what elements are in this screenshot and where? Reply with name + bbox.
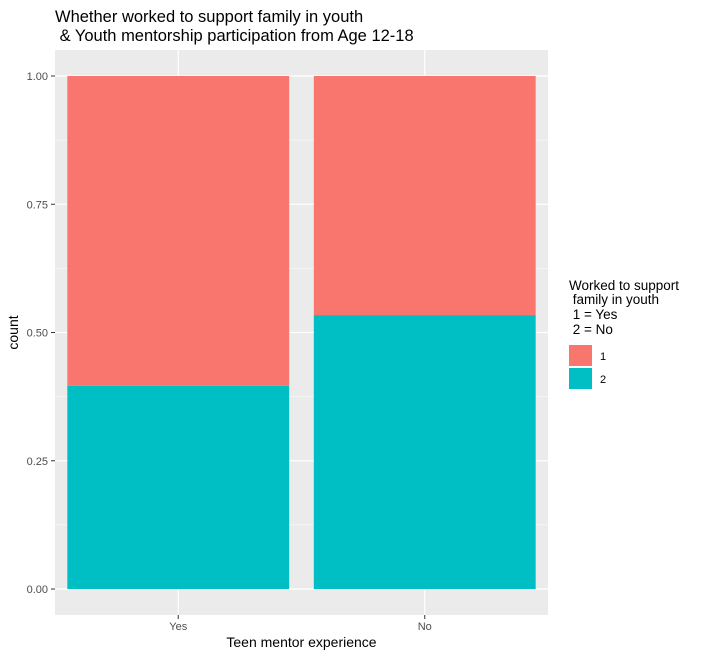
legend-title-line-2: family in youth <box>569 292 659 307</box>
chart-title-line-2: & Youth mentorship participation from Ag… <box>55 27 414 45</box>
legend-swatch-2 <box>569 368 592 389</box>
legend-keys: 12 <box>569 345 606 389</box>
bar-yes-series-1 <box>67 76 290 386</box>
legend-title-line-4: 2 = No <box>569 322 613 337</box>
legend-swatch-1 <box>569 345 592 366</box>
bar-no-series-1 <box>313 76 536 316</box>
legend-label-1: 1 <box>600 351 606 363</box>
legend-title-line-3: 1 = Yes <box>569 307 618 322</box>
bar-group <box>67 76 536 589</box>
y-axis-title: count <box>5 315 21 349</box>
chart-title: Whether worked to support family in yout… <box>55 8 414 45</box>
y-tick-label: 0.75 <box>27 199 48 211</box>
bar-no-series-2 <box>313 315 536 589</box>
legend: Worked to support family in youth 1 = Ye… <box>569 278 679 389</box>
legend-label-2: 2 <box>600 374 606 386</box>
x-tick-label: No <box>418 621 432 633</box>
y-tick-label: 0.25 <box>27 456 48 468</box>
x-axis-title: Teen mentor experience <box>226 634 376 650</box>
x-tick-label: Yes <box>169 621 187 633</box>
bar-yes-series-2 <box>67 385 290 589</box>
y-tick-label: 0.50 <box>27 328 48 340</box>
y-axis: 0.00 0.25 0.50 0.75 1.00 <box>27 71 55 596</box>
x-axis: Yes No <box>169 615 432 633</box>
y-tick-label: 1.00 <box>27 71 48 83</box>
legend-title-line-1: Worked to support <box>569 278 679 293</box>
chart-title-line-1: Whether worked to support family in yout… <box>55 8 363 26</box>
y-tick-label: 0.00 <box>27 584 48 596</box>
